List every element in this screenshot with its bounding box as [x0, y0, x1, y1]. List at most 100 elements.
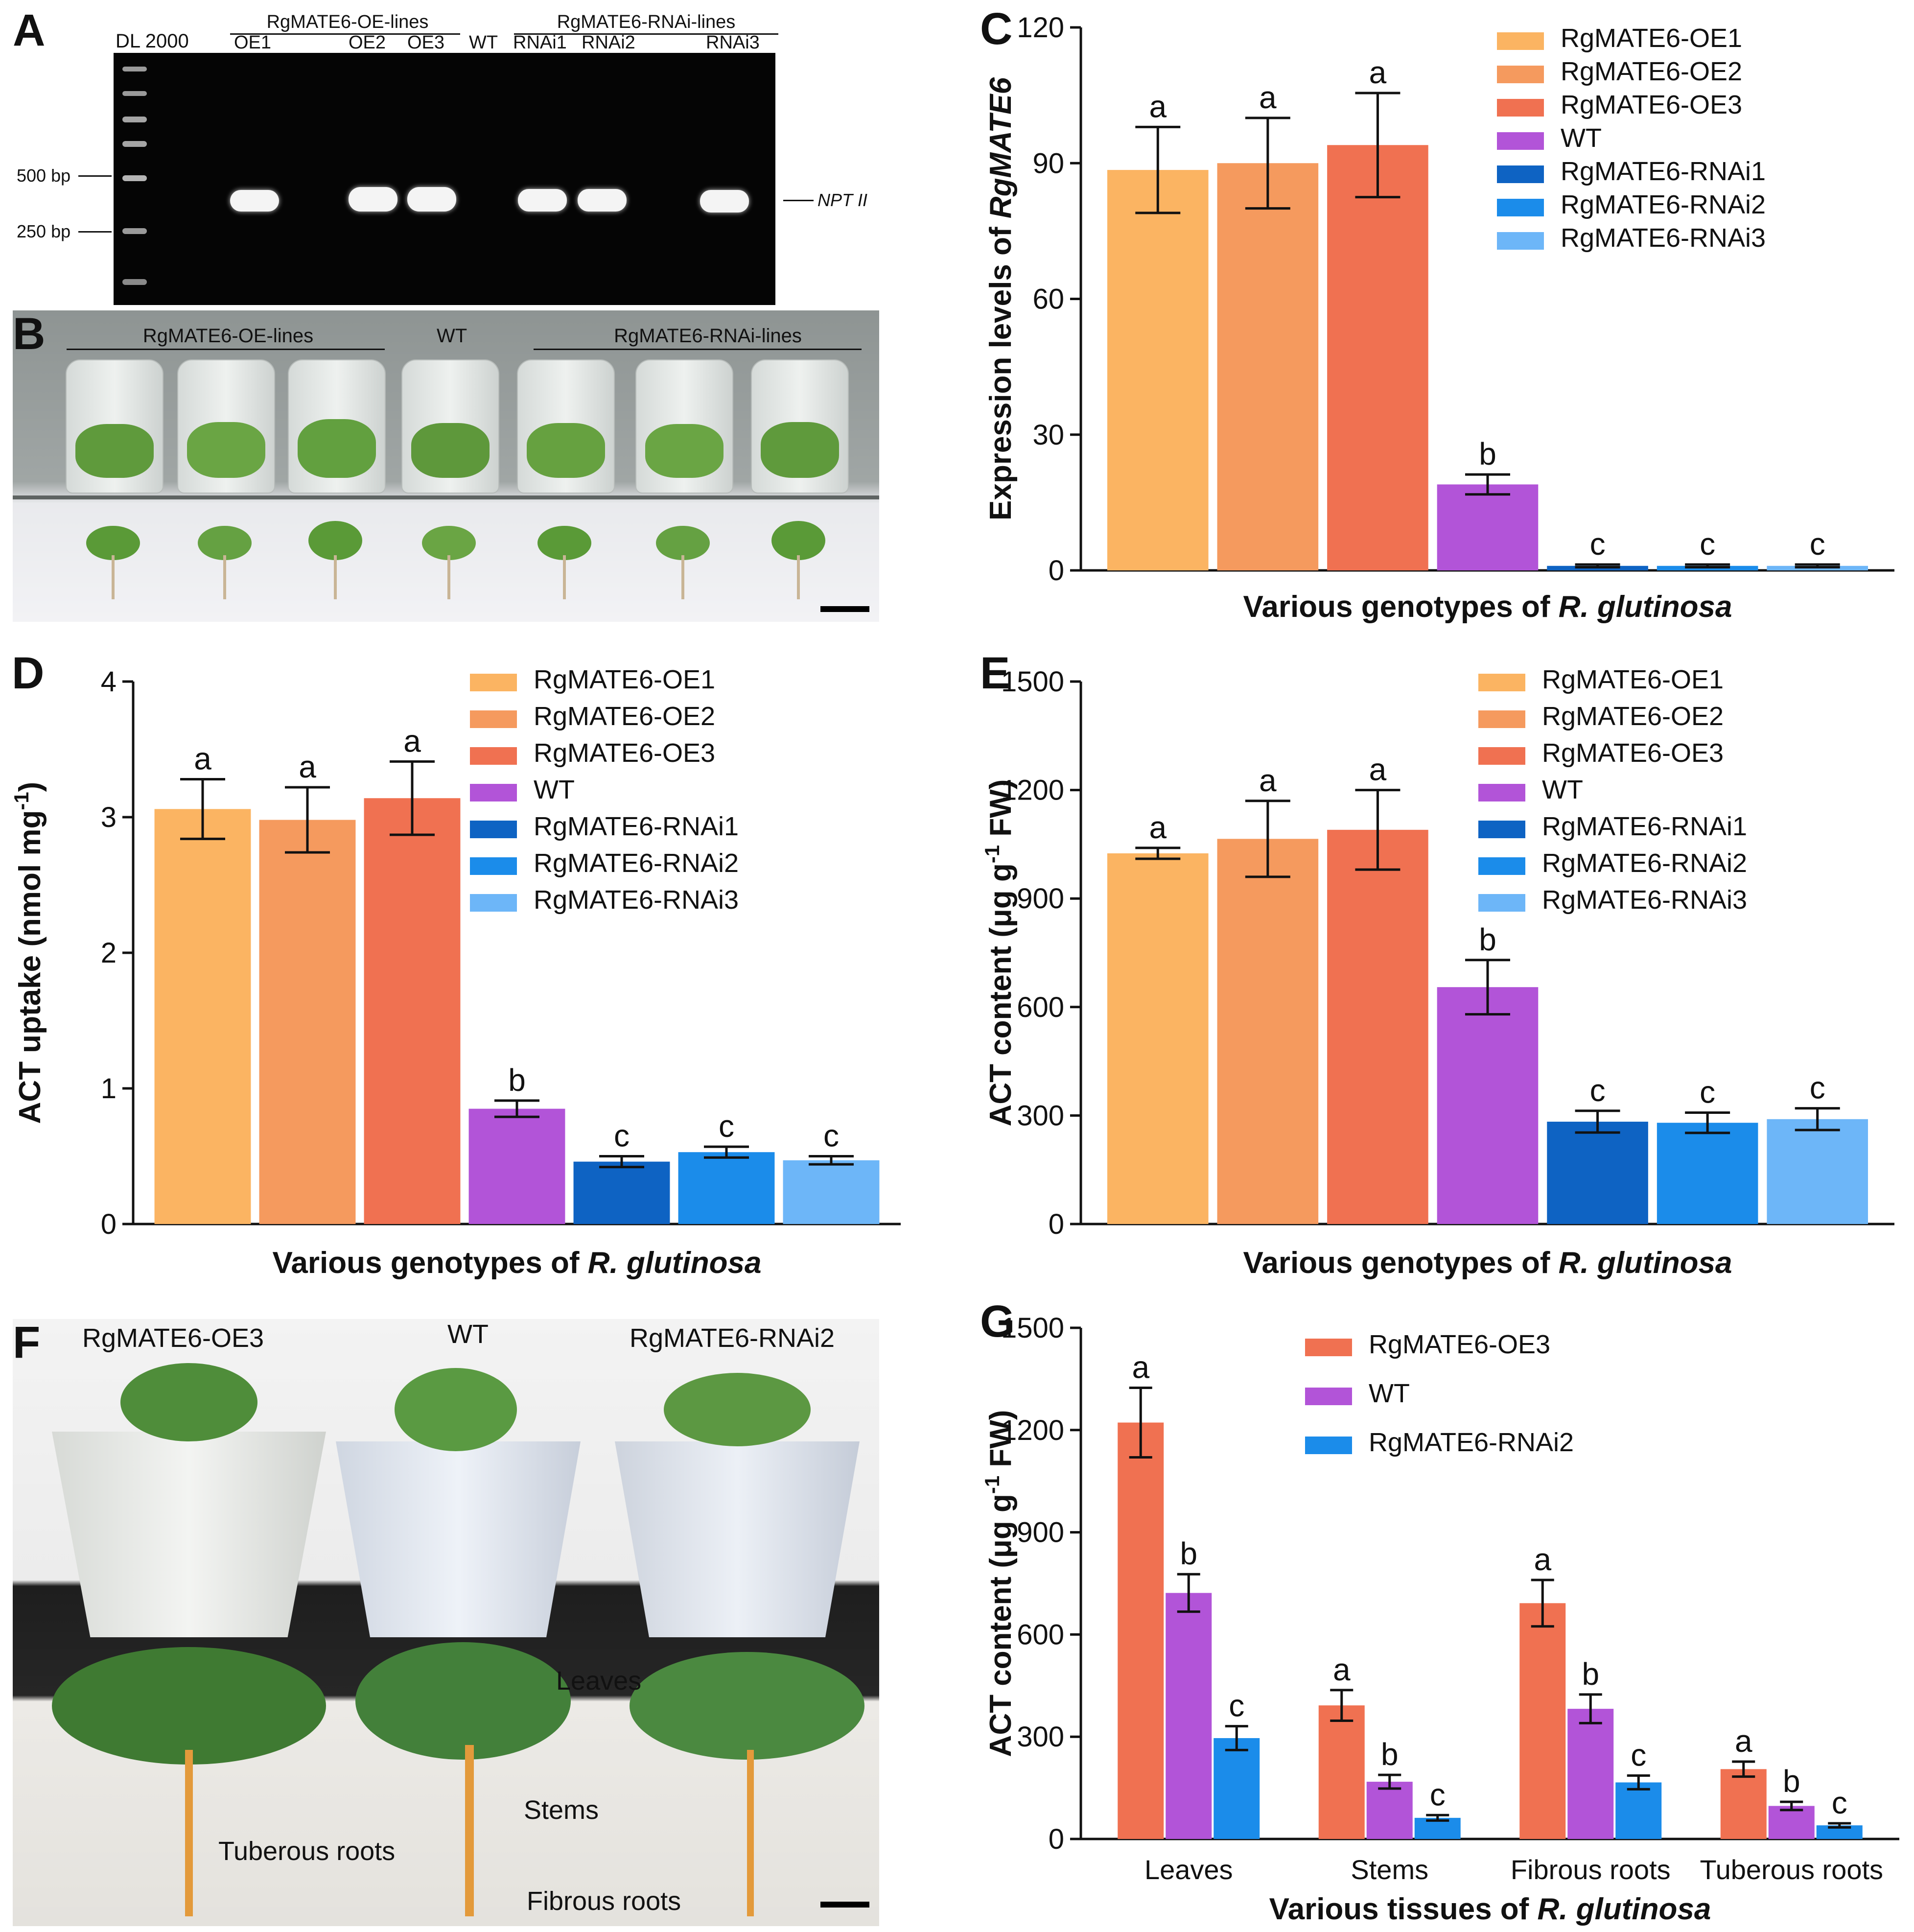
plant-leaves [664, 1373, 811, 1446]
pot-label: WT [447, 1319, 489, 1349]
significance-letter: c [1590, 526, 1606, 562]
ladder-band [122, 141, 147, 147]
chart-d: 0 1 2 3 4 D ACT uptake (nmol mg-1) Various geno… [10, 651, 901, 1280]
legend-swatch [1497, 165, 1544, 183]
panel-f-photo: RgMATE6-OE3 WT RgMATE6-RNAi2 Leaves Stem… [13, 1319, 879, 1926]
bar [1107, 170, 1209, 570]
legend-entry: RgMATE6-OE3 [1561, 90, 1742, 119]
significance-letter: a [1259, 763, 1277, 798]
y-axis-label-text: ACT content (μg g [984, 1494, 1018, 1757]
npt-band [700, 190, 749, 212]
legend-swatch [1497, 66, 1544, 83]
y-axis-label-text: ACT content (μg g [984, 863, 1018, 1126]
legend-swatch [1497, 199, 1544, 216]
annotation-leaves: Leaves [556, 1666, 642, 1696]
significance-letter: c [1700, 526, 1715, 562]
npt-arrow [783, 200, 814, 201]
bar [468, 1108, 565, 1224]
legend-swatch [1305, 1437, 1352, 1454]
legend-entry: RgMATE6-RNAi2 [1369, 1428, 1574, 1457]
y-axis-label-end: FW) [984, 1410, 1018, 1476]
bar [1327, 829, 1428, 1224]
legend-entry: RgMATE6-OE2 [1561, 57, 1742, 86]
legend-swatch [1478, 821, 1525, 838]
legend-swatch [1497, 132, 1544, 150]
scale-bar [820, 606, 869, 612]
x-axis-label-text: Various tissues of [1269, 1892, 1538, 1926]
legend-swatch [1497, 99, 1544, 117]
significance-letter: a [1149, 89, 1167, 124]
legend-entry: RgMATE6-RNAi2 [534, 848, 739, 878]
legend-entry: RgMATE6-RNAi3 [1561, 223, 1766, 253]
legend-entry: RgMATE6-OE3 [534, 738, 715, 768]
annotation-stems: Stems [524, 1795, 599, 1825]
y-axis-label: Expression levels of RgMATE6 [984, 77, 1018, 520]
y-tick-label: 900 [1017, 1517, 1064, 1549]
x-tick-label: Stems [1351, 1854, 1428, 1885]
legend-swatch [1478, 674, 1525, 691]
y-axis-label: ACT uptake (nmol mg-1) [10, 782, 47, 1124]
legend-entry: RgMATE6-OE1 [1542, 665, 1724, 694]
y-axis-label-text: Expression levels of [984, 218, 1018, 520]
bar [1519, 1603, 1566, 1839]
y-tick-label: 90 [1032, 147, 1064, 179]
npt-band [230, 190, 279, 212]
legend-swatch [470, 784, 517, 801]
marker-500: 500 bp [17, 165, 71, 186]
pot-label: RgMATE6-OE3 [82, 1323, 264, 1353]
lane-label: OE2 [349, 32, 386, 53]
pot [336, 1441, 581, 1637]
lane-label: RNAi2 [582, 32, 635, 53]
significance-letter: b [1783, 1764, 1800, 1799]
significance-letter: c [1590, 1073, 1606, 1108]
y-tick-label: 1200 [1001, 1414, 1064, 1446]
y-tick-label: 60 [1032, 283, 1064, 315]
legend-entry: RgMATE6-RNAi3 [534, 885, 739, 915]
root [465, 1745, 474, 1916]
ladder-label: DL 2000 [116, 30, 189, 52]
y-tick-label: 300 [1017, 1100, 1064, 1131]
y-tick-label: 1200 [1001, 775, 1064, 806]
jar-group-wt-label: WT [437, 325, 467, 347]
ladder-band [122, 91, 147, 96]
significance-letter: c [1700, 1074, 1715, 1109]
panel-label: C [980, 4, 1012, 54]
root [185, 1750, 193, 1916]
bar [1217, 163, 1319, 570]
panel-f-label: F [13, 1318, 41, 1367]
npt-band [518, 189, 567, 212]
legend-entry: RgMATE6-RNAi1 [1542, 812, 1747, 841]
legend-entry: RgMATE6-OE3 [1369, 1330, 1550, 1359]
plant-leaves [395, 1368, 517, 1451]
jar [288, 359, 386, 494]
lane-label: WT [469, 32, 498, 53]
x-axis-label: Various genotypes of R. glutinosa [1243, 1246, 1732, 1280]
legend-swatch [1497, 232, 1544, 250]
significance-letter: c [719, 1108, 734, 1144]
scale-bar [820, 1902, 869, 1908]
x-axis-label-text: Various genotypes of [1243, 1246, 1558, 1280]
plantlet [537, 526, 591, 599]
x-tick-label: Leaves [1144, 1854, 1233, 1885]
legend-swatch [1478, 710, 1525, 728]
uprooted-plant [630, 1652, 864, 1760]
panel-a-label: A [13, 5, 46, 55]
jar [751, 359, 849, 494]
x-tick-label: Fibrous roots [1511, 1854, 1671, 1885]
significance-letter: b [1381, 1737, 1399, 1772]
lane-label: OE3 [407, 32, 445, 53]
legend-entry: RgMATE6-OE1 [534, 665, 715, 694]
jar [401, 359, 499, 494]
y-axis-label: ACT content (μg g-1 FW) [980, 1410, 1018, 1757]
legend-entry: RgMATE6-OE2 [534, 702, 715, 731]
bar [1615, 1782, 1662, 1839]
bar [1166, 1593, 1212, 1839]
legend-swatch [1305, 1388, 1352, 1405]
plantlet [656, 526, 710, 599]
y-axis-label: ACT content (μg g-1 FW) [980, 779, 1018, 1127]
shelf-edge [13, 495, 879, 499]
legend-entry: RgMATE6-RNAi1 [534, 812, 739, 841]
ladder-band [122, 175, 147, 181]
